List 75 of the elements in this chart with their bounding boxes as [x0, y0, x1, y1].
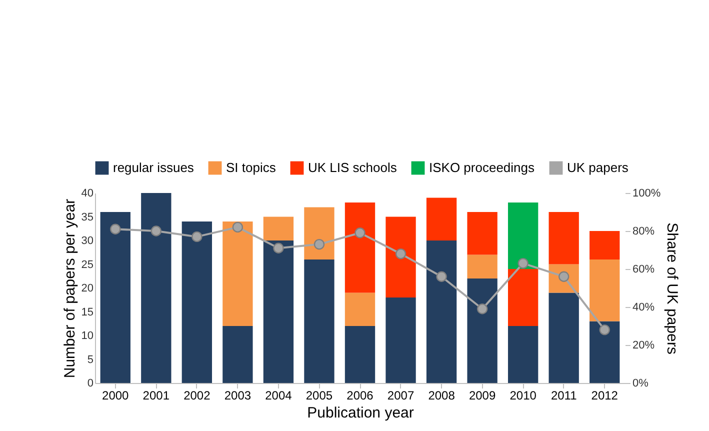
x-tick-label: 2012: [591, 388, 618, 402]
bar: [386, 298, 416, 383]
bar: [426, 240, 457, 383]
bar: [426, 198, 457, 240]
bar: [304, 207, 334, 260]
y2-axis-title: Share of UK papers: [664, 222, 681, 354]
bar: [263, 240, 294, 383]
y-axis-title: Number of papers per year: [61, 198, 78, 378]
bar: [508, 202, 538, 269]
point: [354, 228, 366, 238]
y2-tick-label: 60%: [632, 264, 655, 276]
x-tick-label: 2006: [346, 388, 374, 402]
bar: [304, 260, 334, 383]
point: [518, 258, 528, 269]
y-tick-label: 10: [81, 330, 94, 342]
x-tick-label: 2008: [428, 388, 456, 402]
x-tick-label: 2005: [306, 388, 333, 402]
legend-label: UK papers: [567, 160, 629, 175]
y2-tick-label: 100%: [632, 188, 661, 200]
y2-tick-label: 80%: [632, 226, 655, 238]
bar: [508, 326, 538, 383]
bar: [590, 231, 620, 260]
legend-label: UK LIS schools: [308, 160, 398, 175]
y-tick-label: 25: [81, 258, 94, 271]
point: [110, 224, 121, 234]
bar: [386, 216, 416, 298]
x-axis-title: Publication year: [307, 404, 414, 422]
point: [192, 231, 202, 242]
point: [436, 271, 447, 282]
bar: [141, 193, 172, 383]
bar: [467, 212, 498, 255]
x-tick-label: 2007: [387, 388, 414, 402]
point: [150, 226, 162, 236]
legend-label: SI topics: [226, 160, 276, 175]
bar: [222, 326, 253, 383]
x-tick-label: 2001: [142, 388, 170, 402]
bar: [590, 321, 620, 383]
point: [476, 304, 488, 314]
x-tick-label: 2002: [184, 388, 211, 402]
bar: [263, 216, 294, 240]
bar: [508, 269, 538, 326]
bar: [182, 222, 212, 383]
x-tick-label: 2004: [265, 388, 292, 402]
bar: [467, 278, 498, 383]
bar: [467, 254, 498, 278]
y-tick-label: 15: [81, 306, 94, 318]
legend-label: regular issues: [113, 160, 194, 175]
point: [232, 222, 244, 233]
x-tick-label: 2011: [550, 388, 578, 402]
y-tick-label: 30: [81, 235, 94, 247]
bar: [100, 212, 130, 383]
bar: [222, 222, 253, 326]
bar: [548, 212, 579, 264]
y-tick-label: 20: [81, 282, 94, 294]
bar: [344, 292, 376, 326]
bar: [590, 260, 620, 322]
x-tick-label: 2009: [468, 388, 496, 402]
point: [314, 238, 325, 250]
y2-tick-label: 40%: [632, 302, 655, 314]
y-tick-label: 40: [81, 188, 94, 200]
y2-tick-label: 20%: [632, 340, 655, 352]
x-tick-label: 2010: [510, 388, 537, 402]
legend-label: ISKO proceedings: [429, 160, 536, 175]
bar: [344, 202, 376, 293]
point: [599, 324, 610, 336]
y-tick-label: 5: [87, 354, 94, 366]
x-tick-label: 2003: [224, 388, 252, 402]
y-tick-label: 35: [81, 211, 94, 224]
y-tick-label: 0: [87, 378, 94, 390]
bar: [548, 292, 579, 383]
bar: [344, 326, 376, 383]
point: [273, 242, 284, 254]
x-tick-label: 2000: [102, 388, 130, 402]
point: [395, 248, 406, 260]
y2-tick-label: 0%: [632, 378, 649, 390]
